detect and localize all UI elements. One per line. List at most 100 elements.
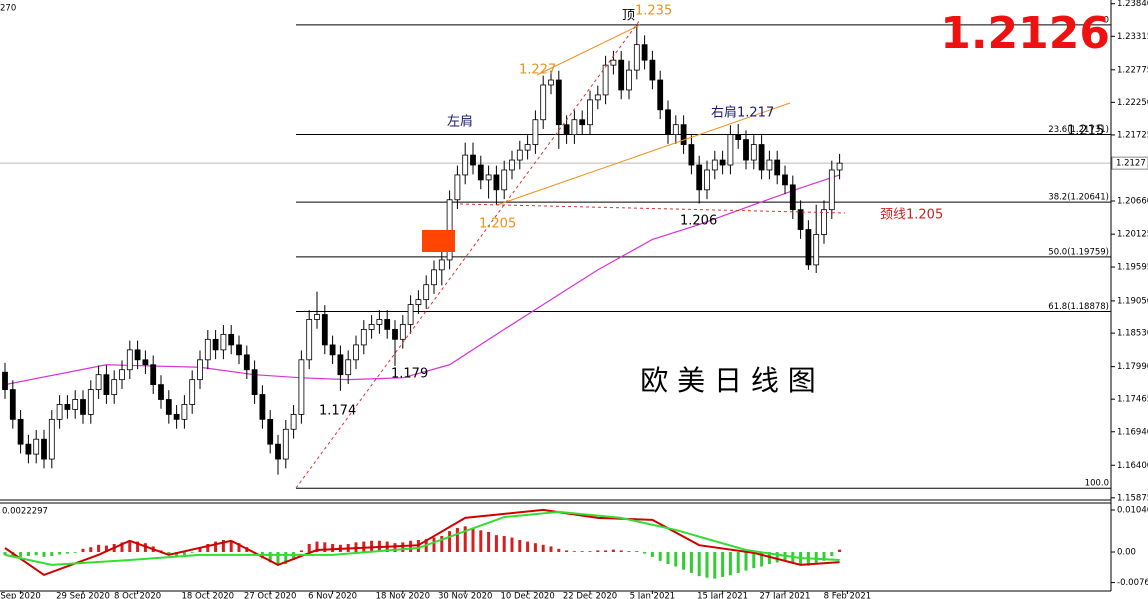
fib-label: 23.6(1.21731) xyxy=(1048,125,1109,135)
candle-body xyxy=(275,443,281,460)
x-tick-label: 30 Nov 2020 xyxy=(438,592,492,599)
macd-bar xyxy=(752,552,756,569)
candle-body xyxy=(821,209,827,235)
candle-body xyxy=(524,144,531,151)
x-tick-label: Sep 2020 xyxy=(0,592,40,599)
last-price-label: 1.2127 xyxy=(1116,159,1146,169)
candle-body xyxy=(594,94,601,101)
macd-bar xyxy=(643,552,647,554)
y-tick-label: 1.15875 xyxy=(1117,493,1148,503)
macd-bar xyxy=(658,552,662,561)
candle-body xyxy=(290,413,297,430)
candle-body xyxy=(446,199,453,261)
macd-bar xyxy=(370,540,374,553)
candle-body xyxy=(80,399,86,415)
y-tick-label: 1.19050 xyxy=(1117,296,1148,306)
macd-bar xyxy=(455,527,459,553)
x-tick-label: 18 Oct 2020 xyxy=(182,592,235,599)
macd-bar xyxy=(323,542,327,553)
macd-bar xyxy=(518,539,522,553)
candle-body xyxy=(438,259,445,271)
candle-body xyxy=(672,124,679,136)
macd-line xyxy=(4,510,840,566)
annotation: 1.174 xyxy=(319,404,356,419)
y-tick-label: 1.20660 xyxy=(1117,196,1148,206)
candle-body xyxy=(610,59,617,66)
macd-bar xyxy=(767,552,771,565)
candle-body xyxy=(329,344,336,356)
macd-bar xyxy=(237,543,241,553)
macd-bar xyxy=(689,552,693,573)
candle-body xyxy=(571,119,578,136)
fib-label: 38.2(1.20641) xyxy=(1048,193,1109,203)
candle-body xyxy=(516,149,523,161)
candle-body xyxy=(25,443,32,455)
candle-body xyxy=(56,404,63,420)
y-tick-label: 1.17990 xyxy=(1117,362,1148,372)
candle-body xyxy=(33,438,40,455)
candle-body xyxy=(384,319,391,330)
candle-body xyxy=(181,404,188,420)
fib-label: 100.0 xyxy=(1085,479,1109,489)
y-tick-label: 1.19595 xyxy=(1117,263,1148,273)
candle-body xyxy=(87,389,94,415)
candle-body xyxy=(321,314,328,346)
candle-body xyxy=(602,64,609,96)
macd-bar xyxy=(596,550,600,553)
candle-body xyxy=(485,174,492,181)
fib-label: 61.8(1.18878) xyxy=(1048,302,1109,312)
macd-bar xyxy=(128,540,132,553)
candle-body xyxy=(407,304,414,325)
macd-bar xyxy=(728,552,732,576)
macd-bar xyxy=(268,552,272,563)
candle-body xyxy=(477,164,484,181)
candle-body xyxy=(2,371,8,390)
candle-body xyxy=(704,169,710,191)
macd-bar xyxy=(276,552,280,566)
candle-body xyxy=(212,338,219,351)
macd-bar xyxy=(307,543,311,553)
macd-bar xyxy=(479,530,483,553)
macd-bar xyxy=(432,537,436,553)
macd-bar xyxy=(463,526,467,553)
candle-body xyxy=(735,134,742,140)
macd-bar xyxy=(198,547,202,553)
candle-body xyxy=(836,162,843,171)
macd-bar xyxy=(221,539,225,553)
candle-body xyxy=(696,164,703,191)
macd-bar xyxy=(674,552,678,567)
candle-body xyxy=(158,384,164,400)
macd-bar xyxy=(26,552,30,557)
candle-body xyxy=(813,234,820,266)
candle-body xyxy=(688,144,695,166)
macd-bar xyxy=(34,552,38,556)
candle-body xyxy=(782,174,788,186)
macd-bar xyxy=(120,542,124,553)
candle-body xyxy=(540,84,547,121)
candle-body xyxy=(641,44,648,61)
macd-bar xyxy=(510,537,514,553)
candle-body xyxy=(657,79,664,111)
macd-bar xyxy=(705,552,709,578)
candle-body xyxy=(243,354,250,371)
candle-body xyxy=(828,169,835,211)
candle-body xyxy=(579,119,586,126)
candle-body xyxy=(314,314,320,320)
candle-body xyxy=(368,324,375,330)
annotation: 颈线1.205 xyxy=(880,208,943,223)
big-price: 1.2126 xyxy=(940,8,1110,59)
macd-bar xyxy=(650,552,654,557)
macd-bar xyxy=(167,552,171,555)
candle-body xyxy=(17,418,24,445)
candle-body xyxy=(95,374,102,390)
candle-body xyxy=(337,354,344,376)
x-tick-label: 8 Feb 2021 xyxy=(824,592,872,599)
x-tick-label: 8 Oct 2020 xyxy=(114,592,161,599)
marker-box xyxy=(422,230,455,252)
candle-body xyxy=(797,209,804,230)
candle-body xyxy=(805,229,812,266)
y-tick-label: 1.23315 xyxy=(1117,32,1148,42)
macd-bar xyxy=(81,548,85,553)
candle-body xyxy=(306,319,313,361)
